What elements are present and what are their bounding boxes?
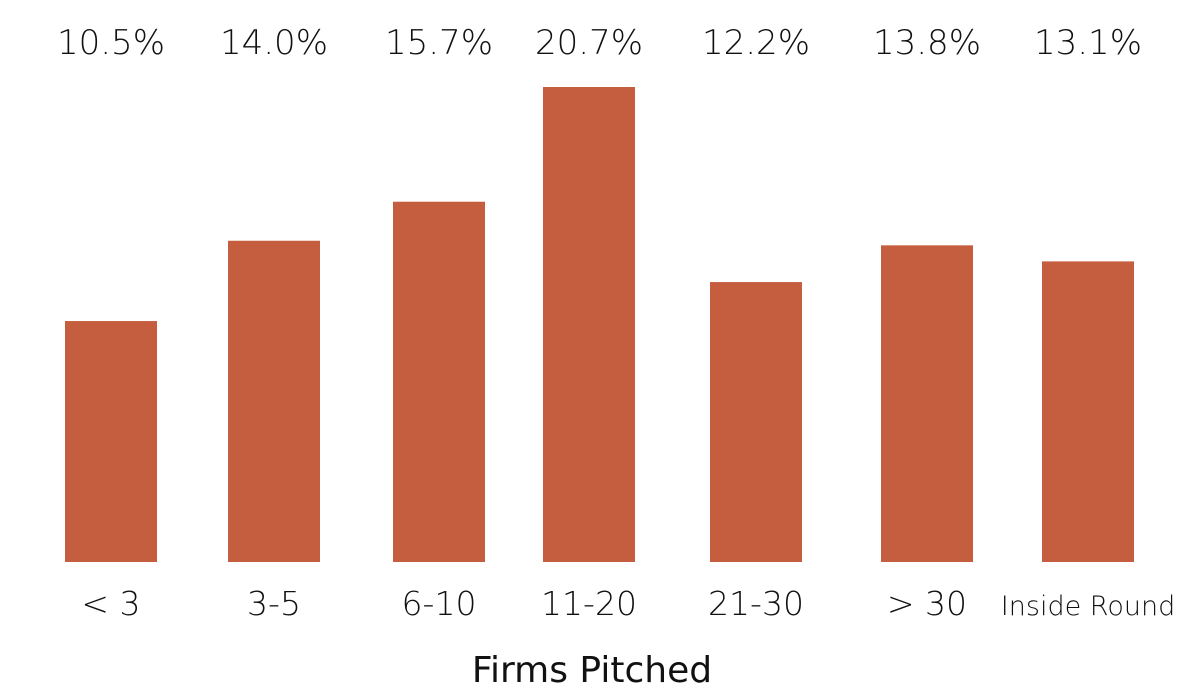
bar-value-label: 12.2% bbox=[702, 23, 810, 63]
bar bbox=[65, 321, 157, 562]
bar-value-label: 20.7% bbox=[535, 23, 643, 63]
bar-value-label: 15.7% bbox=[385, 23, 493, 63]
x-axis-title: Firms Pitched bbox=[472, 650, 712, 691]
bar bbox=[393, 201, 485, 562]
bar bbox=[710, 282, 802, 562]
category-label: 3-5 bbox=[247, 584, 301, 623]
bar-value-label: 14.0% bbox=[220, 23, 328, 63]
bar bbox=[1042, 261, 1134, 562]
category-labels-layer: < 3 3-5 6-10 11-20 21-30 > 30 Inside Round bbox=[81, 584, 1175, 623]
category-label: 11-20 bbox=[541, 584, 637, 623]
bar bbox=[228, 240, 320, 562]
bar-value-label: 13.1% bbox=[1034, 23, 1142, 63]
value-labels-layer: 10.5% 14.0% 15.7% 20.7% 12.2% 13.8% 13.1% bbox=[57, 23, 1142, 63]
category-label: 6-10 bbox=[402, 584, 477, 623]
category-label: > 30 bbox=[887, 584, 967, 623]
bar-value-label: 13.8% bbox=[873, 23, 981, 63]
category-label: Inside Round bbox=[1001, 591, 1175, 622]
bar bbox=[881, 245, 973, 563]
category-label: 21-30 bbox=[708, 584, 804, 623]
bars-layer bbox=[65, 87, 1134, 563]
category-label: < 3 bbox=[81, 584, 140, 623]
bar bbox=[543, 87, 635, 562]
bar-value-label: 10.5% bbox=[57, 23, 165, 63]
